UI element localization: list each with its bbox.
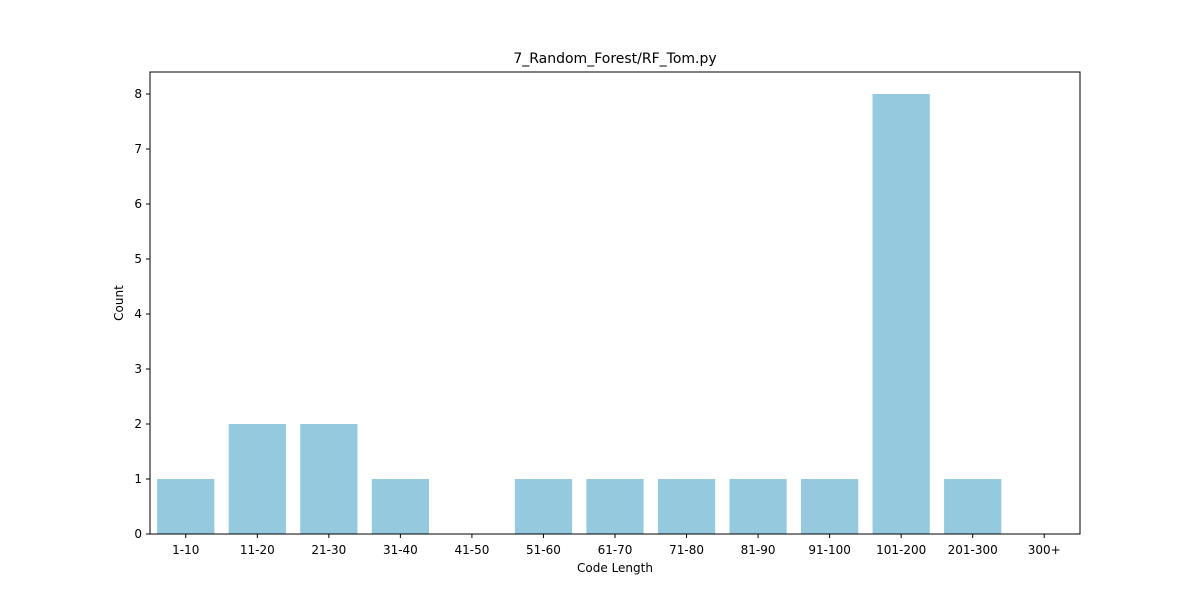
x-tick-label: 91-100 [808, 543, 851, 557]
y-tick-label: 3 [134, 362, 142, 376]
bar-201-300 [944, 479, 1002, 534]
y-tick-label: 4 [134, 307, 142, 321]
bar-21-30 [300, 424, 358, 534]
x-tick-label: 81-90 [741, 543, 776, 557]
bar-51-60 [514, 479, 573, 534]
x-tick-label: 1-10 [172, 543, 199, 557]
y-tick-label: 5 [134, 252, 142, 266]
y-tick-label: 8 [134, 87, 142, 101]
x-tick-label: 21-30 [311, 543, 346, 557]
bar-11-20 [228, 424, 286, 534]
y-tick-label: 7 [134, 142, 142, 156]
x-tick-label: 101-200 [876, 543, 926, 557]
x-tick-label: 300+ [1028, 543, 1061, 557]
plot-frame [149, 71, 1081, 535]
y-axis-ticks: 0 1 2 3 4 5 6 7 8 [134, 87, 150, 541]
bar-31-40 [371, 479, 429, 534]
bar-101-200 [872, 94, 930, 534]
x-axis-ticks: 1-10 11-20 21-30 31-40 41-50 51-60 61-70 71-80 8… [172, 534, 1061, 557]
bars-group [157, 94, 1002, 534]
bar-81-90 [729, 479, 787, 534]
bar-61-70 [586, 479, 644, 534]
x-tick-label: 51-60 [526, 543, 561, 557]
bar-91-100 [801, 479, 859, 534]
y-tick-label: 0 [134, 527, 142, 541]
y-tick-label: 2 [134, 417, 142, 431]
x-tick-label: 201-300 [948, 543, 998, 557]
x-axis-label: Code Length [577, 561, 653, 575]
x-tick-label: 11-20 [240, 543, 275, 557]
y-axis-label: Count [112, 285, 126, 321]
bar-1-10 [157, 479, 215, 534]
y-tick-label: 6 [134, 197, 142, 211]
chart-title: 7_Random_Forest/RF_Tom.py [513, 51, 716, 67]
y-tick-label: 1 [134, 472, 142, 486]
x-tick-label: 71-80 [669, 543, 704, 557]
x-tick-label: 61-70 [598, 543, 633, 557]
x-tick-label: 31-40 [383, 543, 418, 557]
x-tick-label: 41-50 [454, 543, 489, 557]
bar-71-80 [657, 479, 716, 534]
